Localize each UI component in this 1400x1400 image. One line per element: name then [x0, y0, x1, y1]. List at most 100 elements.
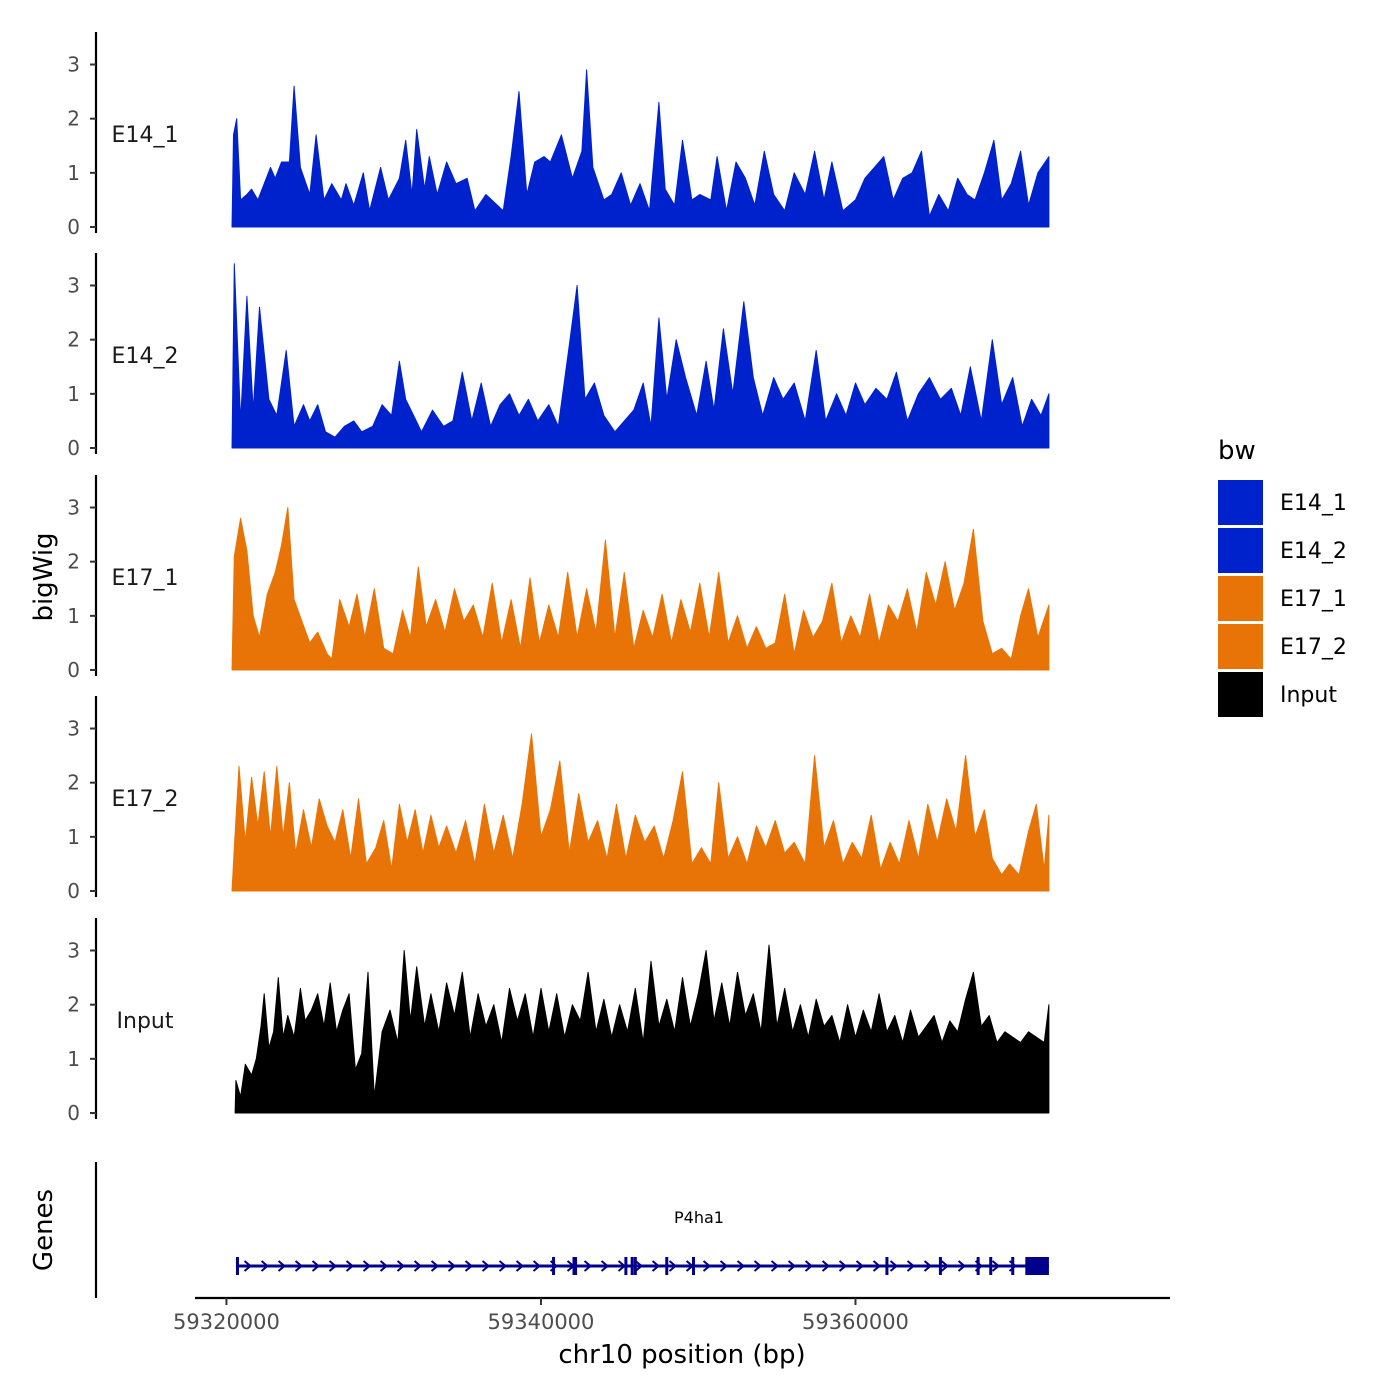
coverage-area-E14_1 [231, 69, 1050, 228]
bigwig-tracks: 0 1 2 3 E14_1 0 1 2 3 E14_2 0 1 2 3 E17_1 0 1 2 3 E17_2 0 1 2 3… [67, 32, 1050, 1125]
track-Input: 0 1 2 3 Input [67, 918, 1050, 1125]
strand-arrow [821, 1260, 831, 1272]
strand-arrow [668, 1260, 678, 1272]
track-name-label: E17_1 [112, 566, 179, 591]
genes-panel-label: Genes [29, 1189, 59, 1271]
strand-arrow [379, 1260, 389, 1272]
strand-arrow [311, 1260, 321, 1272]
y-tick-label: 0 [67, 1101, 80, 1125]
strand-arrow [277, 1260, 287, 1272]
x-axis-label: chr10 position (bp) [558, 1340, 805, 1370]
legend-label-E17_2: E17_2 [1280, 635, 1347, 660]
strand-arrow [923, 1260, 933, 1272]
strand-arrow [838, 1260, 848, 1272]
strand-arrow [243, 1260, 253, 1272]
strand-arrow [583, 1260, 593, 1272]
strand-arrow [532, 1260, 542, 1272]
x-tick-label: 59320000 [173, 1310, 280, 1334]
track-name-label: E14_1 [112, 123, 179, 148]
y-tick-label: 0 [67, 215, 80, 239]
y-tick-label: 1 [67, 1047, 80, 1071]
strand-arrow [787, 1260, 797, 1272]
coverage-area-E14_2 [231, 263, 1050, 449]
y-tick-label: 2 [67, 993, 80, 1017]
strand-arrow [430, 1260, 440, 1272]
strand-arrow [481, 1260, 491, 1272]
y-tick-label: 3 [67, 274, 80, 298]
strand-arrow [702, 1260, 712, 1272]
y-tick-label: 1 [67, 825, 80, 849]
gene-exon [692, 1257, 696, 1275]
y-tick-label: 3 [67, 53, 80, 77]
gene-exon [989, 1257, 993, 1275]
strand-arrow [447, 1260, 457, 1272]
strand-arrow [991, 1260, 1001, 1272]
gene-exon [572, 1257, 576, 1275]
strand-arrow [328, 1260, 338, 1272]
track-E14_1: 0 1 2 3 E14_1 [67, 32, 1050, 239]
x-tick-label: 59360000 [802, 1310, 909, 1334]
legend-swatch-E14_2 [1218, 528, 1263, 573]
strand-arrow [855, 1260, 865, 1272]
gene-exon [976, 1257, 980, 1275]
strand-arrow [345, 1260, 355, 1272]
strand-arrow [770, 1260, 780, 1272]
strand-arrow [362, 1260, 372, 1272]
track-E17_2: 0 1 2 3 E17_2 [67, 696, 1050, 903]
genes-panel: Genes P4ha1 [29, 1162, 1049, 1298]
y-tick-label: 0 [67, 658, 80, 682]
gene-exon [630, 1257, 634, 1275]
gene-exon [633, 1257, 637, 1275]
strand-arrow [940, 1260, 950, 1272]
strand-arrow [396, 1260, 406, 1272]
strand-arrow [464, 1260, 474, 1272]
legend-swatch-E14_1 [1218, 480, 1263, 525]
strand-arrow [906, 1260, 916, 1272]
strand-arrow [957, 1260, 967, 1272]
strand-arrow [651, 1260, 661, 1272]
gene-exon [1011, 1257, 1015, 1275]
track-name-label: Input [117, 1009, 174, 1034]
track-E14_2: 0 1 2 3 E14_2 [67, 253, 1050, 460]
strand-arrow [872, 1260, 882, 1272]
strand-arrow [719, 1260, 729, 1272]
strand-arrow [413, 1260, 423, 1272]
gene-exon [938, 1257, 942, 1275]
gene-cds-block [1025, 1257, 1049, 1275]
strand-arrow [889, 1260, 899, 1272]
legend-swatch-E17_1 [1218, 576, 1263, 621]
y-tick-label: 0 [67, 436, 80, 460]
y-tick-label: 1 [67, 604, 80, 628]
y-tick-label: 2 [67, 328, 80, 352]
track-name-label: E14_2 [112, 344, 179, 369]
gene-exon [624, 1257, 628, 1275]
gene-exon [574, 1257, 578, 1275]
legend-swatch-E17_2 [1218, 624, 1263, 669]
legend-title: bw [1218, 436, 1256, 466]
x-axis: 59320000 59340000 59360000 [173, 1296, 1170, 1334]
gene-exon [665, 1257, 669, 1275]
strand-arrow [804, 1260, 814, 1272]
legend-label-E17_1: E17_1 [1280, 587, 1347, 612]
strand-arrow [260, 1260, 270, 1272]
y-tick-label: 1 [67, 161, 80, 185]
y-tick-label: 2 [67, 107, 80, 131]
track-name-label: E17_2 [112, 787, 179, 812]
gene-exon [552, 1257, 556, 1275]
coverage-area-E17_1 [231, 507, 1050, 671]
x-tick-label: 59340000 [488, 1310, 595, 1334]
y-tick-label: 1 [67, 382, 80, 406]
strand-arrow [736, 1260, 746, 1272]
y-tick-label: 2 [67, 771, 80, 795]
strand-arrow [515, 1260, 525, 1272]
coverage-area-E17_2 [231, 733, 1050, 892]
gene-exon [885, 1257, 889, 1275]
strand-arrow [634, 1260, 644, 1272]
legend-label-E14_1: E14_1 [1280, 491, 1347, 516]
gene-name-label: P4ha1 [674, 1208, 724, 1227]
strand-arrow [294, 1260, 304, 1272]
legend-swatch-Input [1218, 672, 1263, 717]
legend-label-Input: Input [1280, 683, 1337, 708]
coverage-area-Input [234, 944, 1050, 1114]
strand-arrow [600, 1260, 610, 1272]
